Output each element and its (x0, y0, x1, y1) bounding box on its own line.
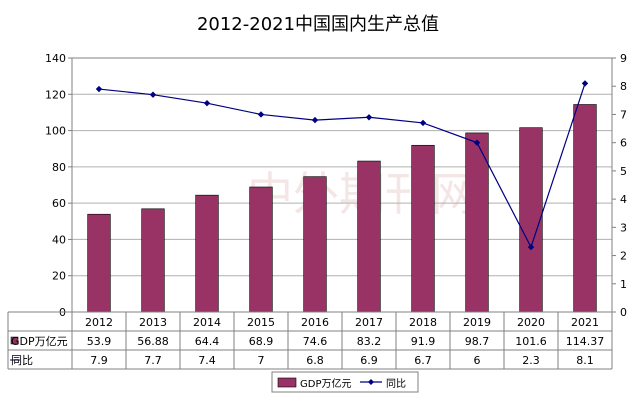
line-point (581, 80, 589, 87)
data-label: 74.6 (303, 335, 328, 348)
data-label: 98.7 (465, 335, 490, 348)
data-label: 68.9 (249, 335, 274, 348)
table-series-name: 同比 (11, 354, 33, 367)
y-right-tick-label: 7 (620, 108, 627, 121)
line-point (311, 116, 319, 124)
line-point (95, 85, 103, 93)
chart-title: 2012-2021中国国内生产总值 (197, 14, 439, 35)
y-right-tick-label: 3 (620, 221, 627, 234)
line-point (365, 114, 373, 121)
bar (87, 213, 111, 313)
x-tick-label: 2014 (193, 316, 221, 329)
y-left-tick-label: 20 (52, 270, 66, 283)
x-tick-label: 2020 (517, 316, 545, 329)
x-tick-label: 2013 (139, 316, 167, 329)
data-label: 7 (258, 354, 265, 367)
data-label: 2.3 (522, 354, 540, 367)
y-left-tick-label: 140 (45, 52, 66, 65)
y-right-tick-label: 4 (620, 193, 627, 206)
line-series (98, 83, 586, 249)
data-label: 8.1 (576, 354, 594, 367)
y-right-tick-label: 9 (620, 52, 627, 65)
legend-box (271, 371, 419, 393)
data-label: 6.9 (360, 354, 378, 367)
y-right-tick-label: 5 (620, 165, 627, 178)
legend-bar-swatch (277, 377, 297, 388)
table-series-key (10, 336, 19, 345)
y-right-tick-label: 6 (620, 137, 627, 150)
legend: GDP万亿元 同比 (271, 371, 419, 393)
bar (573, 104, 597, 313)
bar (465, 132, 489, 313)
plot-area: 中外期刊网0204060801001201400123456789 (45, 52, 627, 319)
bar (357, 160, 381, 313)
x-tick-label: 2018 (409, 316, 437, 329)
y-left-tick-label: 60 (52, 197, 66, 210)
line-point (473, 139, 481, 146)
legend-item-line: 同比 (386, 378, 406, 390)
y-left-tick-label: 120 (45, 88, 66, 101)
bar (303, 176, 327, 313)
y-left-tick-label: 100 (45, 125, 66, 138)
data-label: 7.4 (198, 354, 216, 367)
data-label: 53.9 (87, 335, 112, 348)
bar (249, 186, 273, 313)
data-label: 56.88 (137, 335, 169, 348)
line-point (149, 91, 157, 98)
data-label: 114.37 (566, 335, 605, 348)
line-point (203, 99, 211, 107)
x-tick-label: 2019 (463, 316, 491, 329)
x-tick-label: 2016 (301, 316, 329, 329)
bar (519, 127, 543, 313)
y-right-tick-label: 2 (620, 250, 627, 263)
data-label: 6.7 (414, 354, 432, 367)
x-tick-label: 2012 (85, 316, 113, 329)
data-label: 6 (474, 354, 481, 367)
line-point (527, 243, 535, 251)
line-point (257, 111, 265, 118)
data-label: 64.4 (195, 335, 220, 348)
data-label: 7.9 (90, 354, 108, 367)
y-right-tick-label: 1 (620, 278, 627, 291)
data-label: 91.9 (411, 335, 436, 348)
bar (411, 144, 435, 313)
data-label: 83.2 (357, 335, 382, 348)
y-right-tick-label: 8 (620, 80, 627, 93)
y-right-tick-label: 0 (620, 306, 627, 319)
data-label: 101.6 (515, 335, 547, 348)
x-tick-label: 2015 (247, 316, 275, 329)
x-tick-label: 2017 (355, 316, 383, 329)
line-point (419, 119, 427, 127)
bar (195, 194, 219, 313)
data-label: 7.7 (144, 354, 162, 367)
x-tick-label: 2021 (571, 316, 599, 329)
data-table: 2012 2013 2014 2015 2016 2017 2018 2019 2020 2021… (7, 311, 613, 370)
legend-line-marker (368, 379, 374, 385)
table-series-name: GDP万亿元 (11, 335, 68, 348)
data-label: 6.8 (306, 354, 324, 367)
y-left-tick-label: 80 (52, 161, 66, 174)
legend-item-bar: GDP万亿元 (300, 377, 351, 390)
bar (141, 208, 165, 313)
y-left-tick-label: 40 (52, 233, 66, 246)
